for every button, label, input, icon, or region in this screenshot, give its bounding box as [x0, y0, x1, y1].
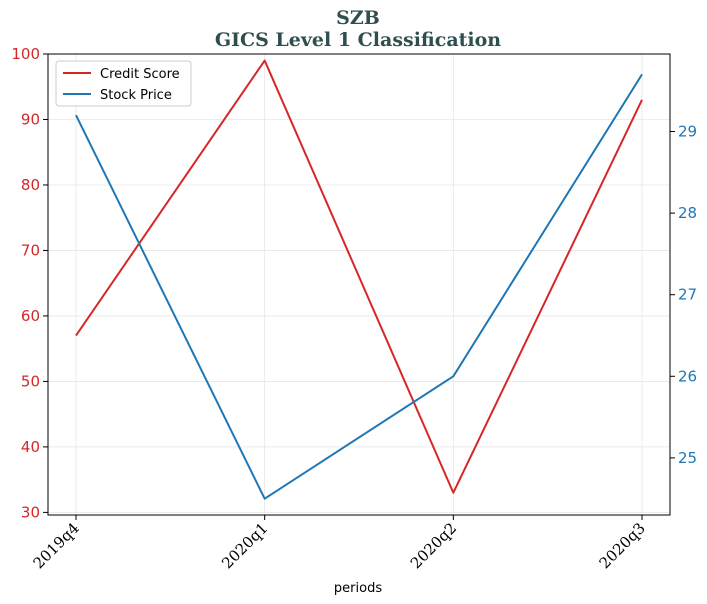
legend-label-stock-price: Stock Price	[100, 88, 172, 103]
x-tick-label: 2020q3	[596, 519, 649, 572]
series-layer	[75, 59, 643, 500]
chart-title: SZB	[336, 7, 380, 29]
legend: Credit Score Stock Price	[55, 60, 192, 107]
right-tick-label: 26	[678, 367, 697, 385]
series-line-stock-price	[75, 73, 643, 500]
left-tick-label: 90	[21, 110, 40, 128]
left-tick-label: 70	[21, 241, 40, 259]
x-tick-label: 2020q2	[407, 519, 460, 572]
left-tick-label: 60	[21, 307, 40, 325]
left-tick-label: 30	[21, 503, 40, 521]
grid	[48, 53, 670, 515]
plot-frame	[47, 53, 671, 516]
series-line-credit-score	[75, 59, 643, 494]
right-axis: 25 26 27 28 29	[670, 123, 697, 467]
right-tick-label: 25	[678, 449, 697, 467]
x-axis: 2019q4 2020q1 2020q2 2020q3	[30, 515, 649, 572]
x-tick-label: 2020q1	[218, 519, 271, 572]
right-tick-label: 29	[678, 123, 697, 141]
left-tick-label: 100	[11, 45, 40, 63]
left-tick-label: 80	[21, 176, 40, 194]
legend-label-credit-score: Credit Score	[100, 67, 180, 82]
x-tick-label: 2019q4	[30, 519, 83, 572]
right-tick-label: 27	[678, 286, 697, 304]
x-axis-label: periods	[334, 581, 382, 596]
left-tick-label: 50	[21, 372, 40, 390]
left-tick-label: 40	[21, 438, 40, 456]
left-axis: 30 40 50 60 70 80 90 100	[11, 45, 48, 521]
chart-subtitle: GICS Level 1 Classification	[215, 29, 501, 51]
right-tick-label: 28	[678, 204, 697, 222]
